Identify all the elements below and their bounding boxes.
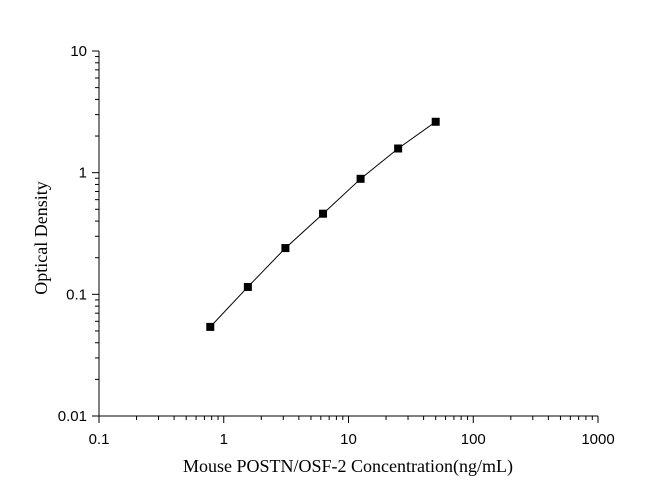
data-point [206,322,215,331]
x-tick-label: 100 [461,431,486,448]
y-tick-label: 0.01 [58,408,87,425]
data-point [319,209,328,218]
data-point [243,282,252,291]
axes [98,51,598,417]
fit-curve [209,121,436,328]
y-axis-title: Optical Density [31,181,51,294]
x-axis-title: Mouse POSTN/OSF-2 Concentration(ng/mL) [183,456,513,477]
data-point [394,144,403,153]
x-tick-label: 1000 [581,431,614,448]
x-tick-label: 10 [340,431,357,448]
data-point [356,174,365,183]
y-tick-label: 0.1 [66,286,87,303]
y-tick-label: 10 [70,43,87,60]
y-ticks: 0.01 0.1 1 10 [58,43,99,425]
y-tick-label: 1 [79,165,87,182]
x-ticks: 0.1 1 10 100 1000 [89,416,615,448]
x-tick-label: 1 [220,431,228,448]
data-points [206,117,440,331]
data-point [281,244,290,253]
data-point [431,117,440,126]
x-tick-label: 0.1 [89,431,110,448]
